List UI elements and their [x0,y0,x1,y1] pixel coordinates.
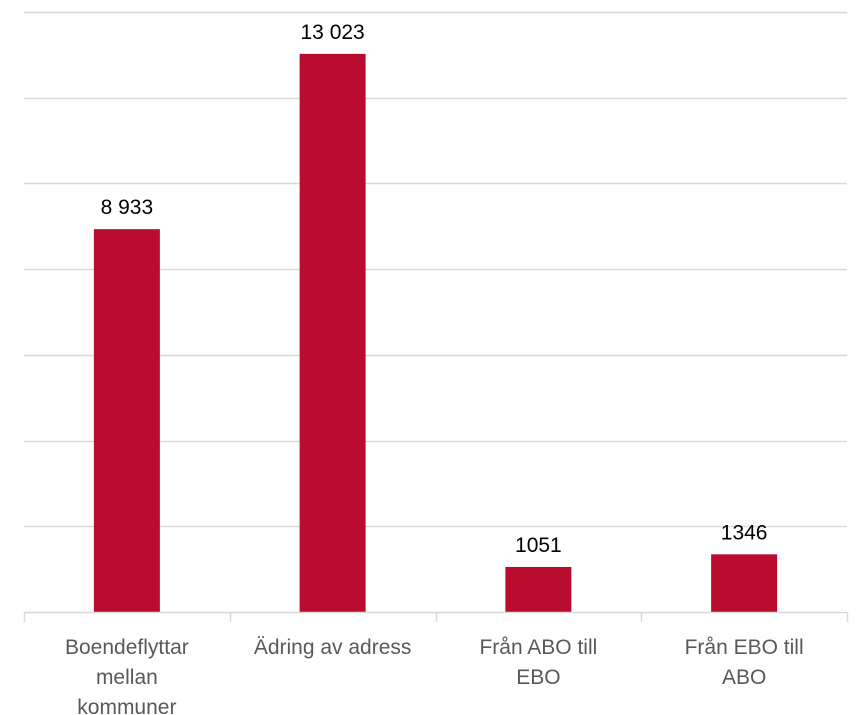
category-label: mellan [96,666,158,689]
bar [93,229,160,612]
category-label: Ädring av adress [254,636,412,659]
bars [93,53,778,612]
category-label: EBO [516,666,560,689]
value-labels: 8 933 13 023 1051 1346 [101,21,768,557]
data-label: 1346 [721,521,768,544]
category-label: Från EBO till [685,636,804,659]
bar [711,554,778,612]
bar [505,566,572,612]
data-label: 8 933 [101,196,154,219]
category-label: Boendeflyttar [65,636,189,659]
category-labels: Boendeflyttar mellan kommuner Ädring av adr… [65,636,804,715]
gridlines [24,11,847,528]
data-label: 1051 [515,534,562,557]
category-label: ABO [722,666,766,689]
x-axis [23,611,849,622]
category-label: Från ABO till [479,636,597,659]
category-label: kommuner [77,696,176,715]
bar [299,53,366,612]
data-label: 13 023 [301,21,365,44]
